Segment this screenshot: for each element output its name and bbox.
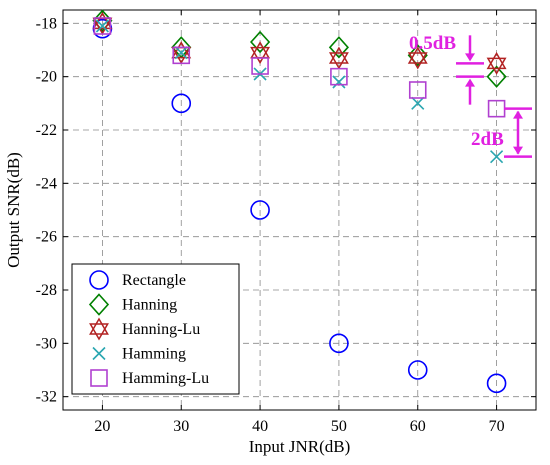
y-tick-label: -22 (36, 122, 57, 139)
x-tick-label: 30 (173, 418, 189, 435)
data-point (171, 93, 192, 114)
data-point (490, 150, 504, 164)
plot-area-frame (62, 9, 537, 411)
legend-marker (89, 270, 109, 290)
annotation-label: 0.5dB (409, 33, 456, 54)
legend-item-hanning-lu: Hanning-Lu (89, 317, 200, 341)
y-tick-label: -28 (36, 282, 57, 299)
legend-marker (92, 346, 106, 361)
data-point (407, 46, 428, 70)
hexagram-triangle-down (486, 57, 507, 75)
x-tick-label: 70 (489, 418, 505, 435)
data-point (408, 81, 427, 99)
x-tick-label: 20 (94, 418, 110, 435)
annotation-0-5db: 0.5dB (409, 33, 484, 105)
hexagram-triangle-up (407, 46, 428, 64)
annotation-arrow-head (465, 53, 475, 62)
legend-label: Rectangle (122, 272, 186, 289)
x-tick-label: 60 (410, 418, 426, 435)
annotation-2db: 2dB (471, 107, 532, 158)
data-point (411, 96, 425, 110)
y-tick-label: -26 (36, 229, 57, 246)
legend: Rectangle Hanning Hanning-Lu Hamming Hamming… (71, 263, 240, 395)
data-point (250, 200, 270, 220)
legend-item-hamming: Hamming (92, 346, 186, 363)
data-point (407, 360, 428, 380)
data-point (330, 67, 348, 86)
annotation-arrow-head (513, 110, 523, 119)
legend-label: Hanning (122, 297, 177, 314)
hexagram-triangle-up (171, 41, 192, 59)
data-point (93, 17, 112, 35)
annotation-arrow-head (513, 146, 523, 155)
legend-label: Hamming-Lu (122, 370, 209, 387)
series-hamming (95, 19, 504, 164)
y-tick-label: -32 (36, 389, 57, 406)
legend-label: Hamming (122, 346, 186, 363)
hexagram-triangle-up (486, 51, 507, 70)
legend-label: Hanning-Lu (122, 321, 200, 338)
data-point (328, 36, 349, 59)
data-point (328, 46, 349, 70)
hexagram-triangle-down (250, 46, 271, 65)
hexagram-triangle-down (328, 52, 349, 70)
data-point (174, 46, 188, 60)
data-point (329, 333, 349, 354)
hexagram-triangle-up (328, 46, 349, 64)
axis-ticks: 20 30 40 50 60 70 -32 -30 -28 -26 -24 -22 -20 -18 (36, 10, 536, 435)
data-point (250, 30, 271, 54)
y-tick-label: -30 (36, 335, 57, 352)
annotation-label: 2dB (471, 129, 504, 150)
y-axis-label: Output SNR(dB) (4, 152, 23, 268)
data-point (251, 57, 269, 75)
data-point (172, 46, 191, 65)
legend-box (71, 263, 240, 395)
y-tick-label: -24 (36, 175, 57, 192)
series-markers (92, 9, 507, 394)
annotations: 0.5dB 2dB (409, 33, 532, 158)
hexagram-triangle-down (89, 323, 109, 341)
data-point (332, 75, 346, 89)
hexagram-triangle-down (407, 52, 428, 70)
x-tick-label: 40 (252, 418, 268, 435)
legend-marker (90, 369, 108, 387)
data-point (95, 19, 109, 33)
data-point (407, 44, 428, 67)
data-point (486, 65, 507, 88)
x-axis-label: Input JNR(dB) (249, 437, 351, 456)
legend-item-hanning: Hanning (88, 293, 177, 316)
hexagram-triangle-up (89, 317, 109, 335)
y-tick-label: -18 (36, 15, 57, 32)
legend-item-hamming-lu: Hamming-Lu (90, 369, 209, 387)
data-point (486, 373, 507, 394)
legend-marker (88, 293, 110, 316)
legend-marker (89, 317, 109, 341)
x-tick-label: 50 (331, 418, 347, 435)
annotation-arrow-head (465, 78, 475, 87)
legend-item-rectangle: Rectangle (89, 270, 186, 290)
y-tick-label: -20 (36, 69, 57, 86)
data-point (486, 51, 507, 75)
